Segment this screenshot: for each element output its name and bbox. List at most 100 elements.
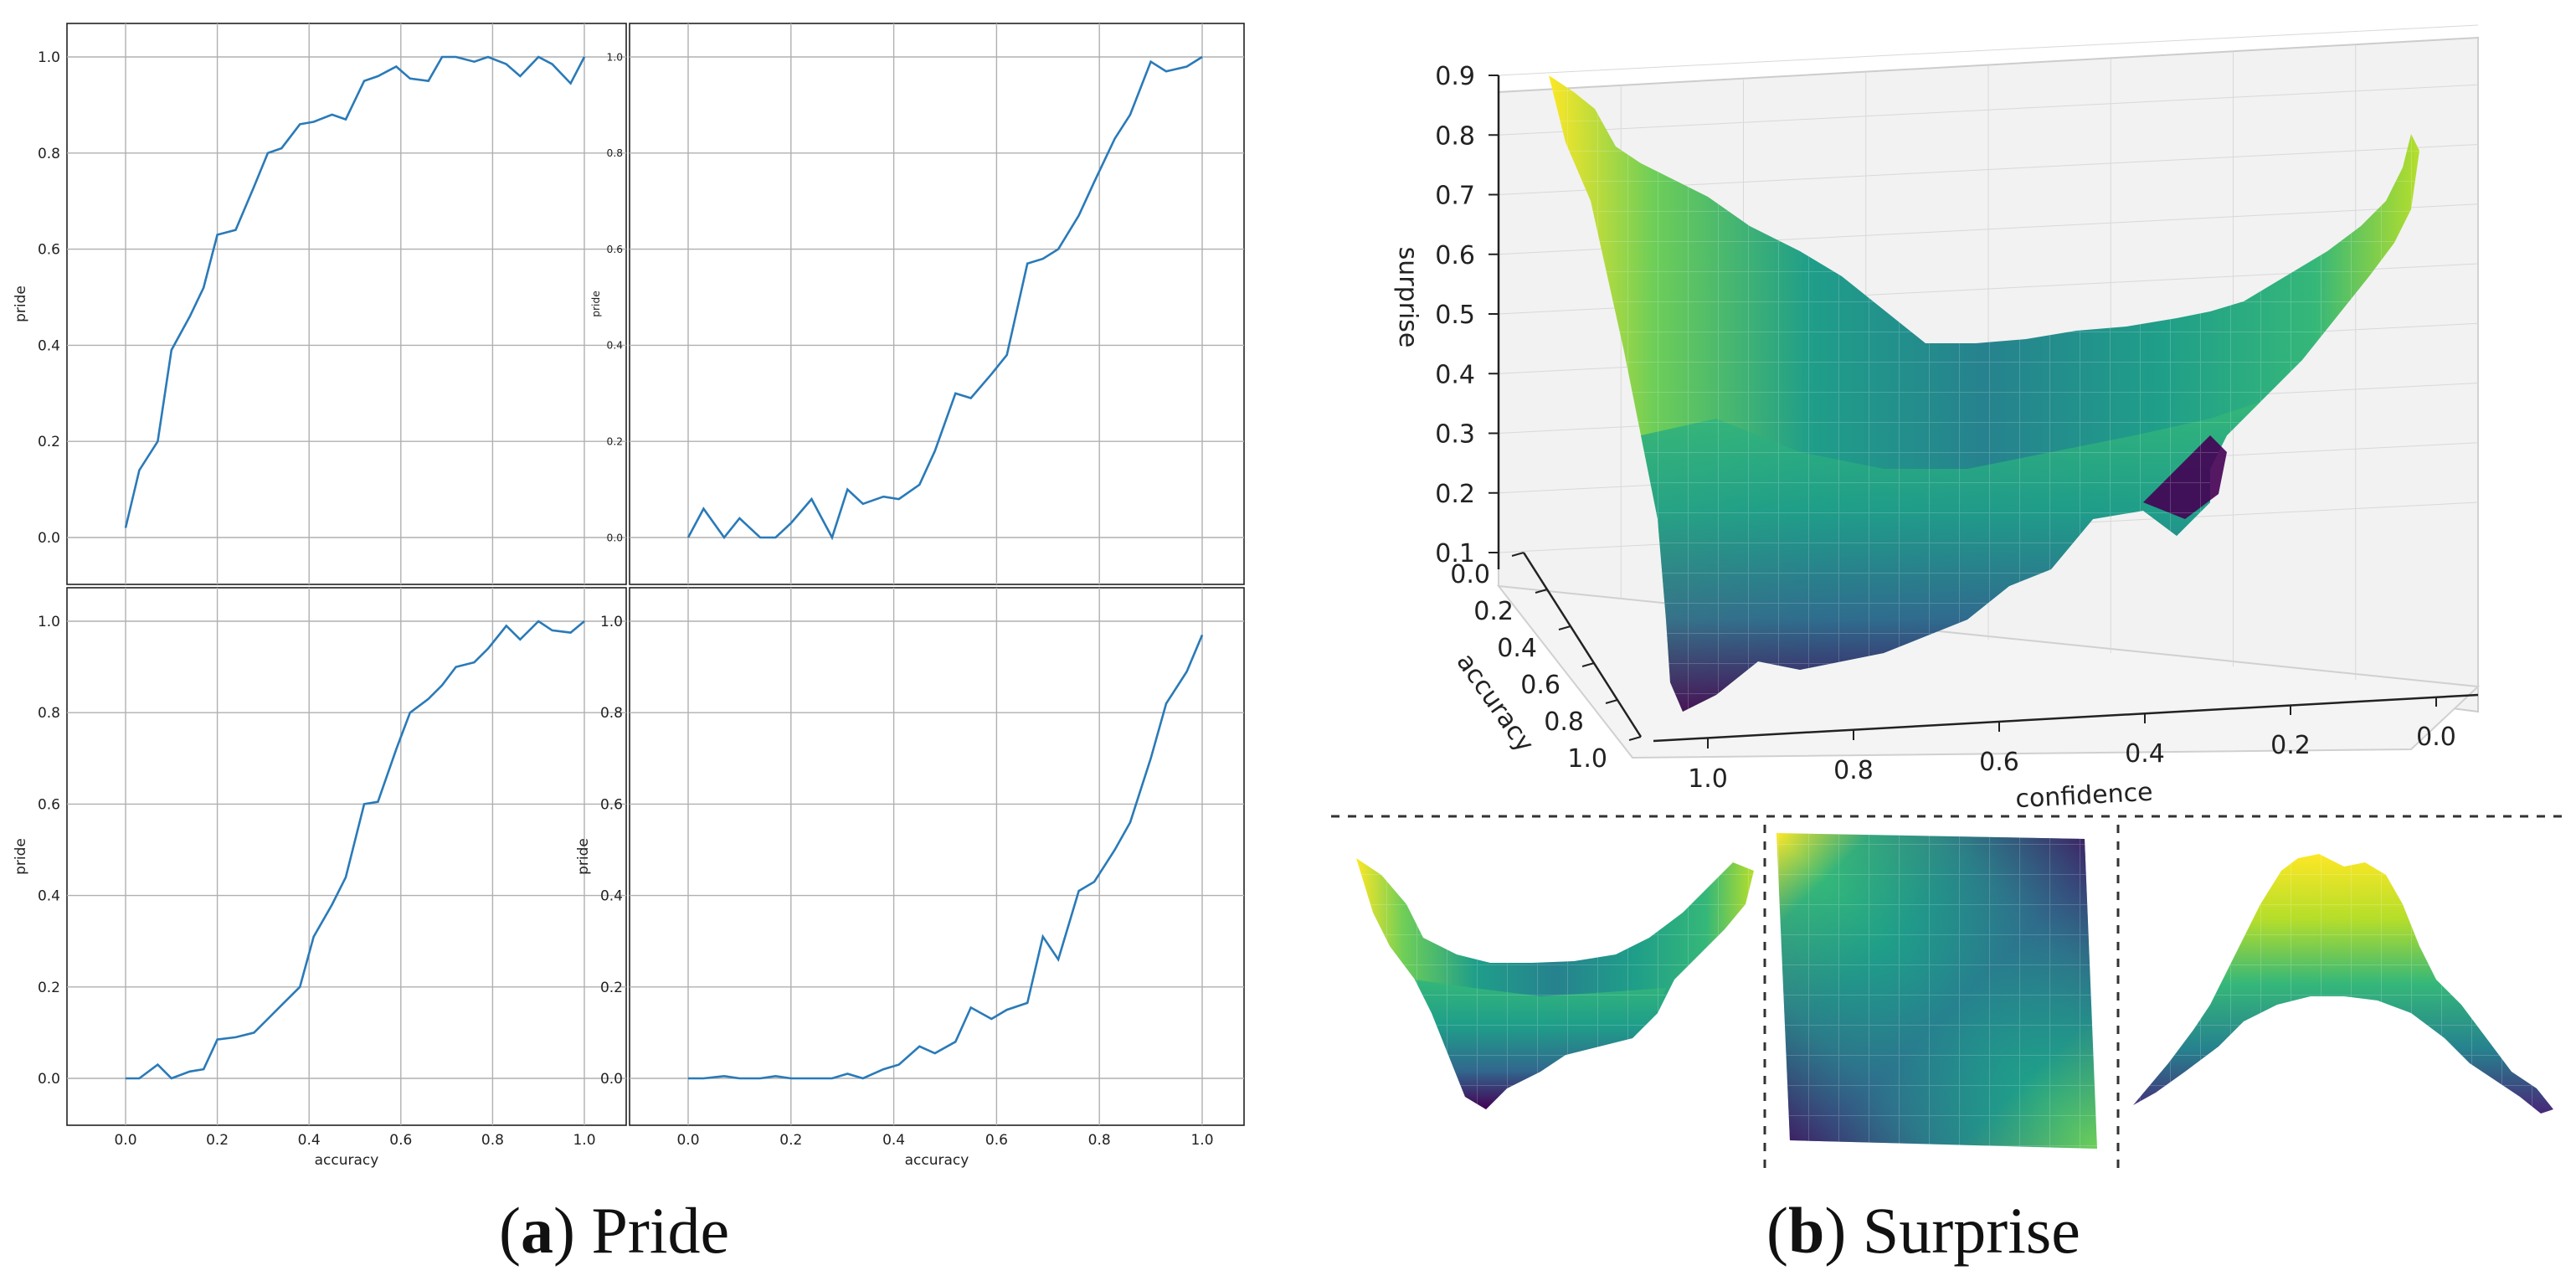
- pride-chart-1: 0.00.20.40.60.81.00.00.20.40.60.81.0accu…: [13, 23, 627, 628]
- x-tick-label: 0.0: [114, 1132, 136, 1149]
- x-tick-label: 1.0: [573, 1132, 595, 1149]
- y-tick-label: 0.6: [607, 244, 624, 255]
- y-tick-label: 0.8: [38, 705, 60, 722]
- z-tick-label: 0.7: [1435, 182, 1475, 211]
- series-line: [688, 634, 1204, 1080]
- z-axis-label: surprise: [1393, 247, 1422, 348]
- x-tick-label: 0.0: [2416, 723, 2456, 752]
- x-tick-label: 1.0: [1190, 1132, 1213, 1149]
- x-tick-label: 0.8: [1833, 756, 1874, 785]
- x-tick-label: 0.0: [676, 1132, 699, 1149]
- y-tick-label: 1.0: [607, 51, 623, 63]
- y-tick-label: 0.2: [38, 980, 60, 996]
- y-tick-label: 0.2: [600, 980, 623, 996]
- axes-frame: [629, 23, 1245, 585]
- y-tick-label: 0.4: [607, 340, 624, 352]
- z-tick-label: 0.2: [1435, 480, 1475, 509]
- y-tick-label: 0.8: [600, 705, 623, 722]
- pride-chart-4: 0.0 0.2 0.4 0.6 0.8 1.0 0.0 0.2 0.4 0.6 0.8 1.0 accu…: [575, 587, 1245, 1169]
- z-gridline: [1498, 24, 2479, 76]
- surprise-view-front: [1356, 858, 1754, 1109]
- y-tick-label: 0.0: [1450, 560, 1490, 589]
- y-tick: [1628, 736, 1642, 741]
- surprise-3d-plot: 0.1 0.2 0.3 0.4 0.5 0.6 0.7 0.8 0.9 0.0 0.2 0.4 0.6 0…: [1393, 24, 2481, 815]
- y-tick-label: 0.0: [600, 1071, 623, 1088]
- y-tick-label: 0.2: [1473, 597, 1514, 626]
- axes-frame: [66, 587, 627, 1126]
- arch-mesh: [2133, 854, 2553, 1114]
- y-tick: [1535, 589, 1548, 594]
- y-axis-label: pride: [575, 838, 592, 875]
- x-tick-label: 0.4: [298, 1132, 321, 1149]
- x-tick-label: 0.2: [206, 1132, 229, 1149]
- caption-b-text: Surprise: [1862, 1194, 2080, 1267]
- x-tick-label: 0.6: [985, 1132, 1008, 1149]
- y-axis-label: pride: [590, 291, 602, 317]
- x-axis-label: confidence: [2015, 778, 2154, 815]
- z-tick-label: 0.6: [1435, 241, 1475, 270]
- x-axis-line: [1653, 693, 2479, 743]
- surface-mesh: [1549, 75, 2419, 712]
- surprise-view-top: [1776, 833, 2097, 1149]
- x-axis-label: accuracy: [905, 1152, 969, 1169]
- x-tick-label: 0.4: [882, 1132, 905, 1149]
- caption-a: (a) Pride: [499, 1194, 730, 1267]
- y-tick-label: 0.2: [38, 434, 60, 450]
- x-tick-label: 0.6: [1979, 748, 2019, 777]
- y-tick-label: 0.0: [38, 530, 60, 547]
- y-tick-label: 0.6: [38, 242, 60, 259]
- y-tick-label: 0.8: [607, 147, 623, 159]
- y-tick: [1605, 699, 1618, 704]
- y-tick-label: 0.8: [38, 146, 60, 162]
- pride-chart-3: 0.0 0.2 0.4 0.6 0.8 1.0 0.0 0.2 0.4 0.6 0.8 1.0 accu…: [13, 587, 627, 1169]
- y-tick-label: 0.2: [607, 435, 623, 447]
- heatmap-mesh: [1776, 833, 2097, 1149]
- y-tick-label: 1.0: [38, 49, 60, 66]
- z-tick-label: 0.8: [1435, 121, 1475, 151]
- caption-a-label: a: [520, 1194, 553, 1267]
- y-tick-label: 0.8: [1544, 707, 1584, 737]
- x-tick-label: 1.0: [1688, 764, 1728, 794]
- y-tick-label: 0.0: [38, 1071, 60, 1088]
- z-tick-label: 0.3: [1435, 420, 1475, 450]
- series-line: [124, 55, 586, 528]
- y-tick-label: 0.4: [38, 888, 60, 905]
- valley-mesh: [1356, 858, 1754, 1109]
- y-tick-label: 0.6: [1520, 671, 1561, 700]
- z-tick-label: 0.5: [1435, 301, 1475, 330]
- z-tick-label: 0.1: [1435, 539, 1475, 568]
- z-tick-label: 0.9: [1435, 62, 1475, 91]
- y-tick-label: 0.0: [607, 532, 623, 543]
- series-line: [686, 55, 1203, 541]
- y-tick-label: 0.6: [600, 796, 623, 813]
- surprise-view-side: [2133, 854, 2553, 1114]
- y-tick: [1511, 552, 1525, 557]
- y-axis-line: [1522, 552, 1643, 738]
- y-tick-label: 0.4: [1497, 634, 1537, 663]
- y-axis-label: accuracy: [1451, 648, 1540, 758]
- y-tick-label: 1.0: [1567, 744, 1607, 774]
- x-tick-label: 0.8: [481, 1132, 504, 1149]
- y-axis-label: pride: [13, 285, 29, 322]
- caption-b-label: b: [1787, 1194, 1825, 1267]
- caption-b: (b) Surprise: [1766, 1194, 2080, 1267]
- x-tick-label: 0.2: [2270, 731, 2311, 760]
- y-axis-label: pride: [13, 838, 29, 875]
- caption-a-text: Pride: [591, 1194, 730, 1267]
- pride-panels: 0.0 0.2 0.4 0.6 0.8 1.0 0.0 0.2 0.4 0.6 0.8 1.0 accu…: [13, 23, 1245, 1169]
- y-tick-label: 0.6: [38, 796, 60, 813]
- x-tick-label: 0.8: [1088, 1132, 1111, 1149]
- surface-ticks: 0.1 0.2 0.3 0.4 0.5 0.6 0.7 0.8 0.9 0.0 0.2 0.4 0.6 0…: [1435, 62, 2456, 794]
- z-tick-label: 0.4: [1435, 360, 1475, 389]
- series-line: [126, 620, 585, 1080]
- x-tick-label: 0.6: [389, 1132, 412, 1149]
- pride-chart-2: 0.00.20.40.60.81.00.00.20.40.60.81.0prid…: [590, 23, 1245, 602]
- y-tick: [1581, 662, 1595, 667]
- y-tick-label: 0.4: [600, 888, 623, 905]
- x-axis-label: accuracy: [315, 1152, 379, 1169]
- y-tick: [1558, 625, 1571, 630]
- axes-frame: [66, 23, 627, 585]
- axes-frame: [629, 587, 1245, 1126]
- y-tick-label: 1.0: [600, 614, 623, 630]
